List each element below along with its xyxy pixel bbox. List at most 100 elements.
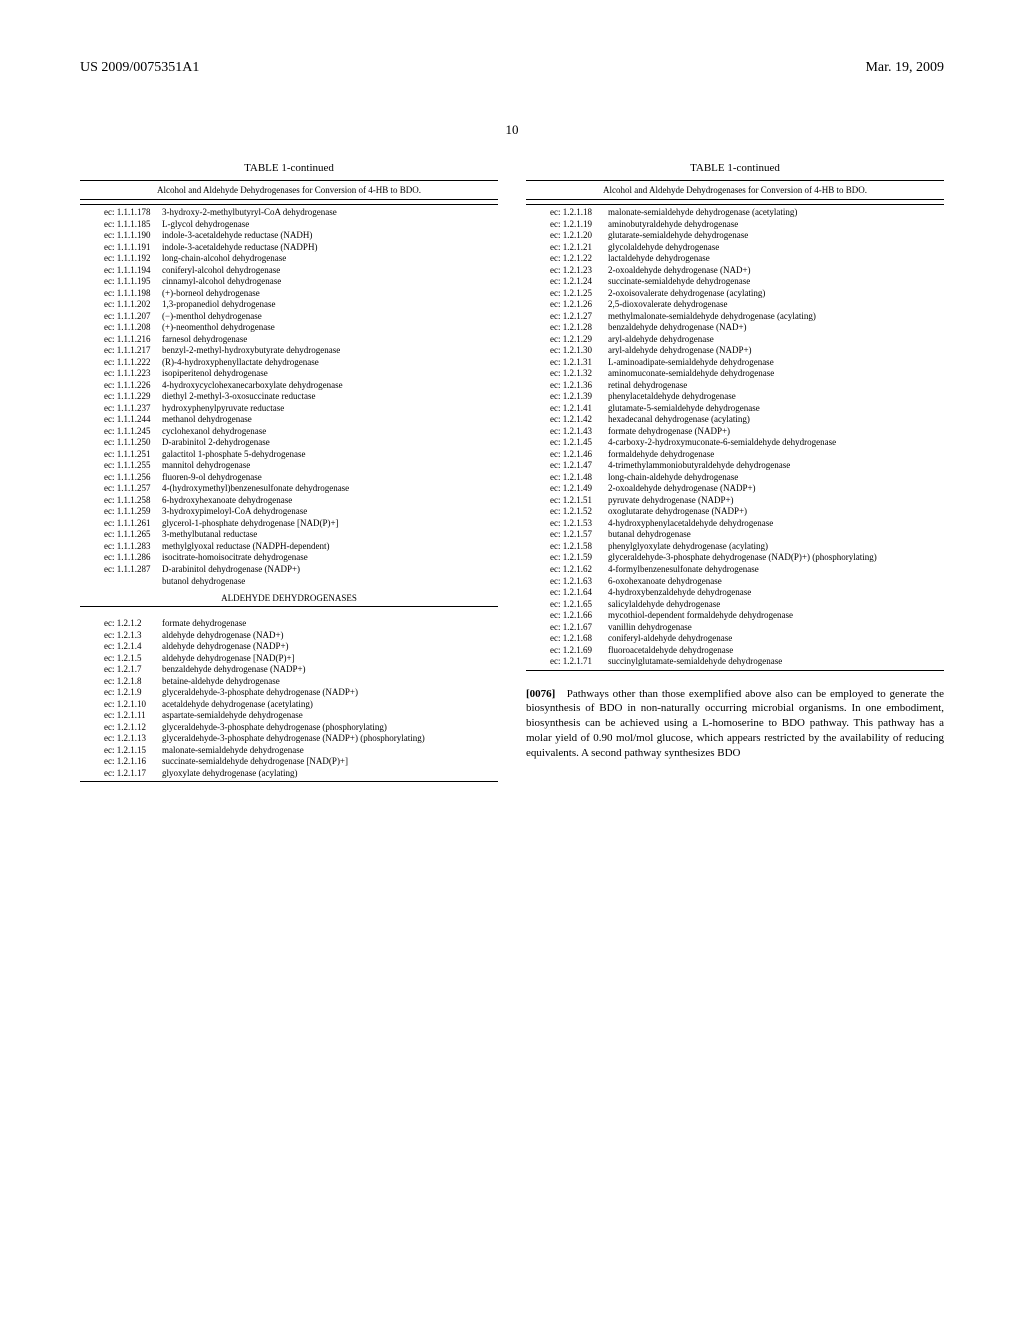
ec-number: ec: 1.1.1.259 <box>80 506 162 518</box>
paragraph-number: [0076] <box>526 688 555 700</box>
ec-number: ec: 1.2.1.65 <box>526 599 608 611</box>
table-row: ec: 1.1.1.2593-hydroxypimeloyl-CoA dehyd… <box>80 506 498 518</box>
ec-number: ec: 1.1.1.229 <box>80 391 162 403</box>
left-rows-group-2: ec: 1.2.1.2formate dehydrogenaseec: 1.2.… <box>80 618 498 779</box>
enzyme-name: glyceraldehyde-3-phosphate dehydrogenase… <box>608 552 944 564</box>
table-row: ec: 1.2.1.644-hydroxybenzaldehyde dehydr… <box>526 587 944 599</box>
table-title-right: TABLE 1-continued <box>526 162 944 174</box>
enzyme-name: farnesol dehydrogenase <box>162 334 498 346</box>
table-row: ec: 1.1.1.229diethyl 2-methyl-3-oxosucci… <box>80 391 498 403</box>
table-row: ec: 1.2.1.51pyruvate dehydrogenase (NADP… <box>526 495 944 507</box>
table-row: ec: 1.2.1.36retinal dehydrogenase <box>526 380 944 392</box>
enzyme-name: (R)-4-hydroxyphenyllactate dehydrogenase <box>162 357 498 369</box>
ec-number: ec: 1.1.1.202 <box>80 299 162 311</box>
ec-number: ec: 1.2.1.13 <box>80 733 162 745</box>
table-row: ec: 1.1.1.207(−)-menthol dehydrogenase <box>80 311 498 323</box>
table-row: ec: 1.1.1.256fluoren-9-ol dehydrogenase <box>80 472 498 484</box>
right-column: TABLE 1-continued Alcohol and Aldehyde D… <box>526 162 944 782</box>
enzyme-name: aldehyde dehydrogenase (NAD+) <box>162 630 498 642</box>
table-row: ec: 1.1.1.244methanol dehydrogenase <box>80 414 498 426</box>
ec-number: ec: 1.2.1.25 <box>526 288 608 300</box>
ec-number: ec: 1.2.1.43 <box>526 426 608 438</box>
enzyme-name: isopiperitenol dehydrogenase <box>162 368 498 380</box>
enzyme-name: cinnamyl-alcohol dehydrogenase <box>162 276 498 288</box>
table-row: ec: 1.1.1.255mannitol dehydrogenase <box>80 460 498 472</box>
table-row: ec: 1.2.1.30aryl-aldehyde dehydrogenase … <box>526 345 944 357</box>
enzyme-name: diethyl 2-methyl-3-oxosuccinate reductas… <box>162 391 498 403</box>
ec-number: ec: 1.1.1.208 <box>80 322 162 334</box>
ec-number: ec: 1.2.1.36 <box>526 380 608 392</box>
ec-number: ec: 1.1.1.245 <box>80 426 162 438</box>
enzyme-name: 2-oxoaldehyde dehydrogenase (NAD+) <box>608 265 944 277</box>
ec-number: ec: 1.2.1.64 <box>526 587 608 599</box>
ec-number: ec: 1.1.1.250 <box>80 437 162 449</box>
ec-number: ec: 1.1.1.258 <box>80 495 162 507</box>
table-row: ec: 1.2.1.31L-aminoadipate-semialdehyde … <box>526 357 944 369</box>
ec-number <box>80 576 162 588</box>
ec-number: ec: 1.2.1.69 <box>526 645 608 657</box>
table-row: ec: 1.1.1.223isopiperitenol dehydrogenas… <box>80 368 498 380</box>
table-row: ec: 1.2.1.59glyceraldehyde-3-phosphate d… <box>526 552 944 564</box>
ec-number: ec: 1.2.1.53 <box>526 518 608 530</box>
enzyme-name: coniferyl-aldehyde dehydrogenase <box>608 633 944 645</box>
ec-number: ec: 1.2.1.47 <box>526 460 608 472</box>
table-row: ec: 1.2.1.58phenylglyoxylate dehydrogena… <box>526 541 944 553</box>
ec-number: ec: 1.1.1.287 <box>80 564 162 576</box>
enzyme-name: L-aminoadipate-semialdehyde dehydrogenas… <box>608 357 944 369</box>
enzyme-name: phenylacetaldehyde dehydrogenase <box>608 391 944 403</box>
ec-number: ec: 1.2.1.42 <box>526 414 608 426</box>
table-row: ec: 1.2.1.43formate dehydrogenase (NADP+… <box>526 426 944 438</box>
table-row: ec: 1.1.1.195cinnamyl-alcohol dehydrogen… <box>80 276 498 288</box>
enzyme-name: aryl-aldehyde dehydrogenase <box>608 334 944 346</box>
enzyme-name: butanal dehydrogenase <box>608 529 944 541</box>
enzyme-name: lactaldehyde dehydrogenase <box>608 253 944 265</box>
ec-number: ec: 1.2.1.27 <box>526 311 608 323</box>
ec-number: ec: 1.1.1.207 <box>80 311 162 323</box>
ec-number: ec: 1.1.1.256 <box>80 472 162 484</box>
table-row: ec: 1.2.1.28benzaldehyde dehydrogenase (… <box>526 322 944 334</box>
ec-number: ec: 1.2.1.59 <box>526 552 608 564</box>
enzyme-name: glycerol-1-phosphate dehydrogenase [NAD(… <box>162 518 498 530</box>
ec-number: ec: 1.2.1.26 <box>526 299 608 311</box>
enzyme-name: benzaldehyde dehydrogenase (NAD+) <box>608 322 944 334</box>
ec-number: ec: 1.2.1.24 <box>526 276 608 288</box>
ec-number: ec: 1.1.1.190 <box>80 230 162 242</box>
enzyme-name: isocitrate-homoisocitrate dehydrogenase <box>162 552 498 564</box>
table-row: ec: 1.1.1.2264-hydroxycyclohexanecarboxy… <box>80 380 498 392</box>
ec-number: ec: 1.2.1.67 <box>526 622 608 634</box>
table-row: ec: 1.1.1.185L-glycol dehydrogenase <box>80 219 498 231</box>
ec-number: ec: 1.2.1.57 <box>526 529 608 541</box>
table-row: ec: 1.1.1.245cyclohexanol dehydrogenase <box>80 426 498 438</box>
ec-number: ec: 1.2.1.2 <box>80 618 162 630</box>
enzyme-name: (+)-neomenthol dehydrogenase <box>162 322 498 334</box>
right-rows-group: ec: 1.2.1.18malonate-semialdehyde dehydr… <box>526 207 944 668</box>
enzyme-name: 2-oxoisovalerate dehydrogenase (acylatin… <box>608 288 944 300</box>
ec-number: ec: 1.2.1.8 <box>80 676 162 688</box>
ec-number: ec: 1.1.1.226 <box>80 380 162 392</box>
enzyme-name: vanillin dehydrogenase <box>608 622 944 634</box>
enzyme-name: aldehyde dehydrogenase [NAD(P)+] <box>162 653 498 665</box>
table-row: ec: 1.1.1.2653-methylbutanal reductase <box>80 529 498 541</box>
ec-number: ec: 1.2.1.28 <box>526 322 608 334</box>
table-row: ec: 1.2.1.18malonate-semialdehyde dehydr… <box>526 207 944 219</box>
ec-number: ec: 1.1.1.198 <box>80 288 162 300</box>
enzyme-name: retinal dehydrogenase <box>608 380 944 392</box>
ec-number: ec: 1.2.1.19 <box>526 219 608 231</box>
table-row: ec: 1.2.1.57butanal dehydrogenase <box>526 529 944 541</box>
enzyme-name: 2,5-dioxovalerate dehydrogenase <box>608 299 944 311</box>
enzyme-name: malonate-semialdehyde dehydrogenase (ace… <box>608 207 944 219</box>
ec-number: ec: 1.1.1.244 <box>80 414 162 426</box>
ec-number: ec: 1.1.1.194 <box>80 265 162 277</box>
table-row: ec: 1.2.1.17glyoxylate dehydrogenase (ac… <box>80 768 498 780</box>
enzyme-name: glyceraldehyde-3-phosphate dehydrogenase… <box>162 722 498 734</box>
enzyme-name: hydroxyphenylpyruvate reductase <box>162 403 498 415</box>
enzyme-name: 4-hydroxybenzaldehyde dehydrogenase <box>608 587 944 599</box>
enzyme-name: (−)-menthol dehydrogenase <box>162 311 498 323</box>
ec-number: ec: 1.2.1.18 <box>526 207 608 219</box>
enzyme-name: 3-hydroxypimeloyl-CoA dehydrogenase <box>162 506 498 518</box>
table-row: ec: 1.2.1.41glutamate-5-semialdehyde deh… <box>526 403 944 415</box>
ec-number: ec: 1.2.1.5 <box>80 653 162 665</box>
ec-number: ec: 1.2.1.51 <box>526 495 608 507</box>
table-row: ec: 1.2.1.15malonate-semialdehyde dehydr… <box>80 745 498 757</box>
table-row: ec: 1.1.1.1783-hydroxy-2-methylbutyryl-C… <box>80 207 498 219</box>
